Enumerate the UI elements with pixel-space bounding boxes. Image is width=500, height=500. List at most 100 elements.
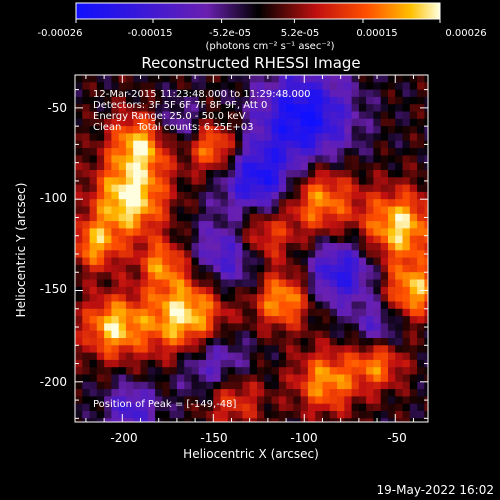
heatmap-cell: [96, 191, 105, 200]
heatmap-cell: [351, 75, 360, 83]
heatmap-cell: [264, 272, 273, 281]
heatmap-cell: [373, 184, 382, 193]
heatmap-cell: [257, 177, 265, 186]
heatmap-cell: [417, 221, 425, 229]
heatmap-cell: [235, 396, 243, 405]
heatmap-cell: [206, 308, 214, 317]
heatmap-cell: [329, 250, 338, 259]
heatmap-cell: [380, 272, 389, 281]
heatmap-cell: [125, 104, 134, 113]
heatmap-cell: [125, 133, 134, 142]
heatmap-cell: [235, 133, 243, 142]
heatmap-cell: [133, 75, 142, 83]
heatmap-cell: [111, 133, 120, 142]
heatmap-cell: [96, 228, 105, 237]
heatmap-cell: [169, 140, 178, 149]
heatmap-cell: [220, 389, 229, 397]
heatmap-cell: [380, 389, 389, 397]
heatmap-cell: [315, 140, 324, 149]
heatmap-cell: [307, 352, 316, 361]
heatmap-cell: [249, 191, 258, 200]
heatmap-cell: [351, 396, 360, 405]
heatmap-cell: [344, 338, 353, 346]
heatmap-cell: [417, 243, 425, 251]
heatmap-cell: [322, 162, 331, 171]
heatmap-cell: [351, 133, 360, 142]
heatmap-cell: [351, 243, 360, 251]
heatmap-cell: [213, 162, 222, 171]
heatmap-cell: [235, 257, 243, 266]
heatmap-cell: [402, 199, 411, 208]
heatmap-cell: [133, 155, 142, 164]
heatmap-cell: [96, 352, 105, 361]
heatmap-cell: [227, 286, 236, 295]
heatmap-cell: [286, 228, 294, 237]
heatmap-cell: [206, 301, 214, 310]
heatmap-cell: [315, 345, 324, 354]
x-tick-label: -150: [200, 431, 227, 445]
heatmap-cell: [257, 250, 265, 259]
heatmap-cell: [191, 111, 200, 120]
heatmap-cell: [147, 126, 156, 134]
heatmap-cell: [140, 411, 149, 419]
heatmap-cell: [235, 184, 243, 193]
heatmap-cell: [162, 279, 171, 288]
heatmap-cell: [75, 191, 83, 200]
heatmap-cell: [358, 338, 367, 346]
heatmap-cell: [169, 243, 178, 251]
heatmap-cell: [169, 272, 178, 281]
heatmap-cell: [293, 359, 302, 368]
heatmap-cell: [147, 184, 156, 193]
heatmap-cell: [432, 243, 440, 251]
heatmap-cell: [402, 170, 411, 178]
heatmap-cell: [82, 184, 91, 193]
heatmap-cell: [395, 352, 404, 361]
heatmap-cell: [286, 374, 294, 383]
image-plot: 12-Mar-2015 11:23:48.000 to 11:29:48.000…: [74, 74, 440, 434]
heatmap-cell: [227, 301, 236, 310]
heatmap-cell: [206, 155, 214, 164]
heatmap-cell: [344, 426, 352, 434]
heatmap-cell: [82, 257, 91, 266]
heatmap-cell: [191, 272, 200, 281]
heatmap-cell: [380, 418, 389, 422]
heatmap-cell: [191, 411, 200, 419]
heatmap-cell: [235, 411, 243, 419]
heatmap-cell: [96, 381, 105, 390]
heatmap-cell: [286, 82, 294, 91]
heatmap-cell: [388, 308, 396, 317]
heatmap-cell: [82, 359, 91, 368]
info-line-detectors: Detectors: 3F 5F 6F 7F 8F 9F, Att 0: [93, 100, 267, 111]
heatmap-cell: [133, 367, 142, 376]
heatmap-cell: [322, 111, 331, 120]
heatmap-cell: [264, 213, 273, 222]
heatmap-cell: [242, 418, 251, 422]
heatmap-cell: [409, 243, 418, 251]
heatmap-cell: [271, 235, 280, 244]
heatmap-cell: [220, 75, 229, 83]
colorbar-tick-label: -0.00015: [128, 28, 173, 39]
heatmap-cell: [395, 272, 404, 281]
heatmap-cell: [184, 403, 193, 412]
heatmap-cell: [373, 96, 382, 105]
heatmap-cell: [184, 330, 193, 339]
heatmap-cell: [402, 323, 411, 332]
heatmap-cell: [111, 367, 120, 376]
heatmap-cell: [133, 133, 142, 142]
heatmap-cell: [315, 403, 324, 412]
heatmap-cell: [111, 235, 120, 244]
heatmap-cell: [198, 294, 207, 303]
heatmap-cell: [409, 330, 418, 339]
heatmap-cell: [155, 82, 163, 91]
heatmap-cell: [147, 221, 156, 229]
heatmap-cell: [75, 352, 83, 361]
heatmap-cell: [424, 155, 428, 164]
heatmap-cell: [307, 213, 316, 222]
heatmap-cell: [104, 111, 112, 120]
heatmap-cell: [307, 177, 316, 186]
heatmap-cell: [111, 330, 120, 339]
heatmap-cell: [315, 250, 324, 259]
heatmap-cell: [96, 418, 105, 422]
heatmap-cell: [192, 426, 200, 434]
heatmap-cell: [286, 162, 294, 171]
